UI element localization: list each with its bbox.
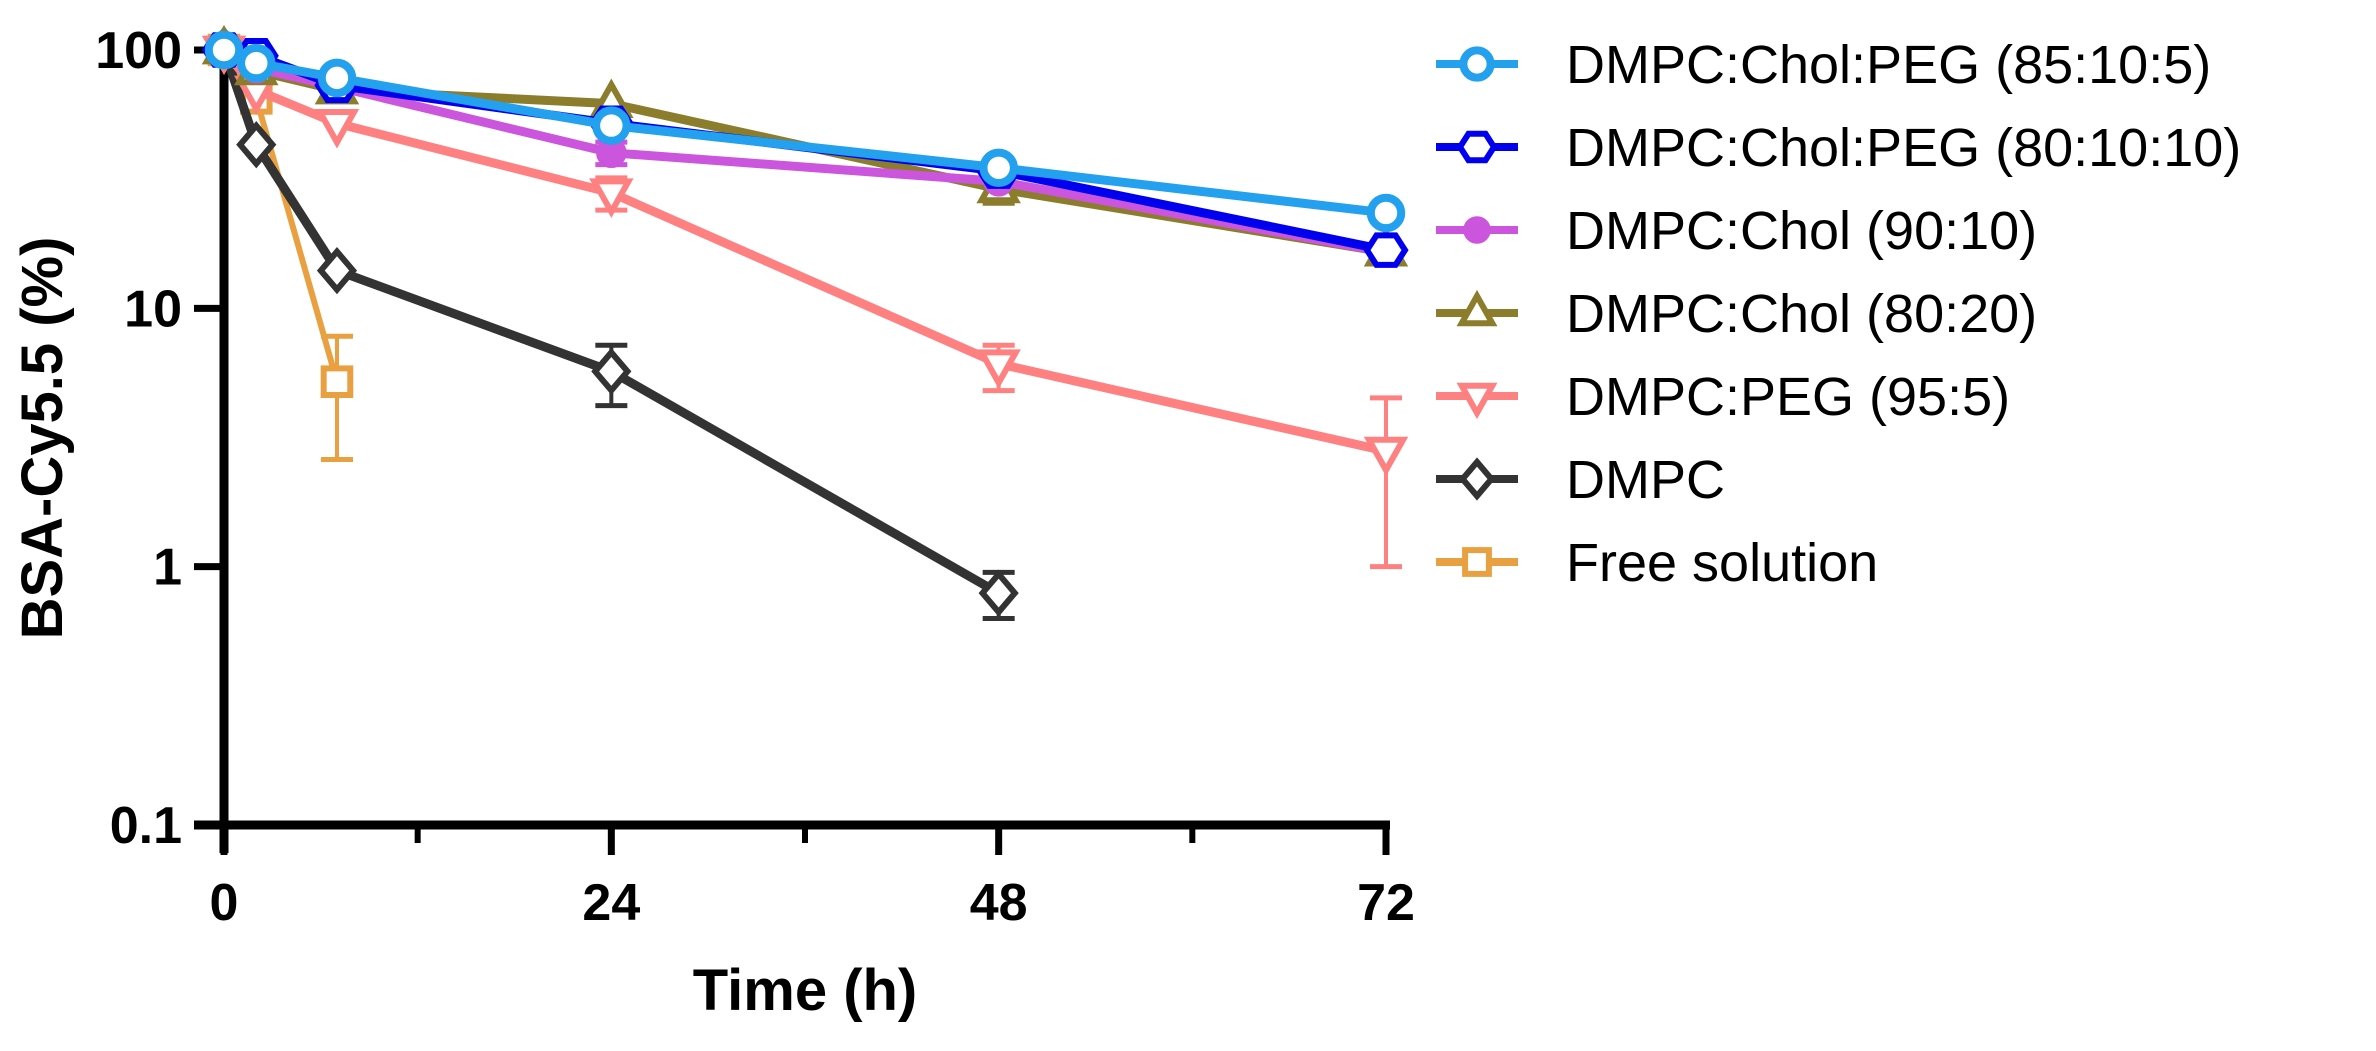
legend: DMPC:Chol:PEG (85:10:5) DMPC:Chol:PEG (80… xyxy=(1436,35,2241,593)
y-tick-label: 10 xyxy=(124,280,182,338)
data-point xyxy=(591,347,632,396)
data-point xyxy=(592,106,631,145)
data-point xyxy=(320,365,354,398)
data-point xyxy=(314,108,360,149)
legend-label: DMPC:PEG (95:5) xyxy=(1566,367,2010,427)
legend-item: DMPC xyxy=(1436,450,1725,510)
data-point xyxy=(1463,216,1491,244)
legend-item: DMPC:Chol (90:10) xyxy=(1436,201,2037,261)
y-tick-label: 100 xyxy=(95,22,182,80)
data-point xyxy=(316,246,358,295)
series-line xyxy=(222,45,1387,218)
series-dmpc-chol-peg-85-10-5 xyxy=(204,30,1406,233)
x-tick-label: 0 xyxy=(210,874,239,932)
x-tick-label: 48 xyxy=(970,874,1028,932)
y-axis-title: BSA-Cy5.5 (%) xyxy=(10,237,75,640)
legend-item: DMPC:Chol:PEG (80:10:10) xyxy=(1436,118,2241,178)
data-point xyxy=(979,148,1018,187)
legend-item: DMPC:Chol:PEG (85:10:5) xyxy=(1436,35,2211,95)
plot-area xyxy=(201,24,1409,622)
data-point xyxy=(1459,46,1495,82)
data-point xyxy=(1456,130,1498,164)
data-point xyxy=(1363,436,1409,477)
data-point xyxy=(317,58,357,98)
legend-item: Free solution xyxy=(1436,533,1878,593)
legend-label: DMPC xyxy=(1566,450,1725,510)
data-point xyxy=(1366,193,1406,233)
data-point xyxy=(1363,232,1409,268)
data-point xyxy=(1456,382,1498,420)
legend-item: DMPC:Chol (80:20) xyxy=(1436,284,2037,344)
legend-label: DMPC:Chol:PEG (85:10:5) xyxy=(1566,35,2211,95)
data-point xyxy=(978,569,1019,617)
legend-label: DMPC:Chol (90:10) xyxy=(1566,201,2037,261)
y-tick-label: 0.1 xyxy=(110,797,182,855)
data-point xyxy=(236,121,277,169)
legend-label: DMPC:Chol (80:20) xyxy=(1566,284,2037,344)
x-tick-label: 72 xyxy=(1357,874,1415,932)
data-point xyxy=(1458,457,1496,501)
data-point xyxy=(237,43,276,83)
series-line xyxy=(220,47,1387,456)
legend-item: DMPC:PEG (95:5) xyxy=(1436,367,2010,427)
y-tick-label: 1 xyxy=(153,539,182,597)
legend-label: DMPC:Chol:PEG (80:10:10) xyxy=(1566,118,2241,178)
x-axis-title: Time (h) xyxy=(693,958,918,1023)
series-dmpc-peg-95-5 xyxy=(201,35,1409,570)
data-point xyxy=(204,30,244,70)
data-point xyxy=(1462,547,1492,577)
axes: 100 10 1 0.1 0 24 48 72 xyxy=(95,22,1415,932)
data-point xyxy=(1456,289,1498,327)
legend-label: Free solution xyxy=(1566,533,1878,593)
x-tick-label: 24 xyxy=(582,874,640,932)
data-point xyxy=(589,178,634,218)
data-point xyxy=(976,349,1021,389)
